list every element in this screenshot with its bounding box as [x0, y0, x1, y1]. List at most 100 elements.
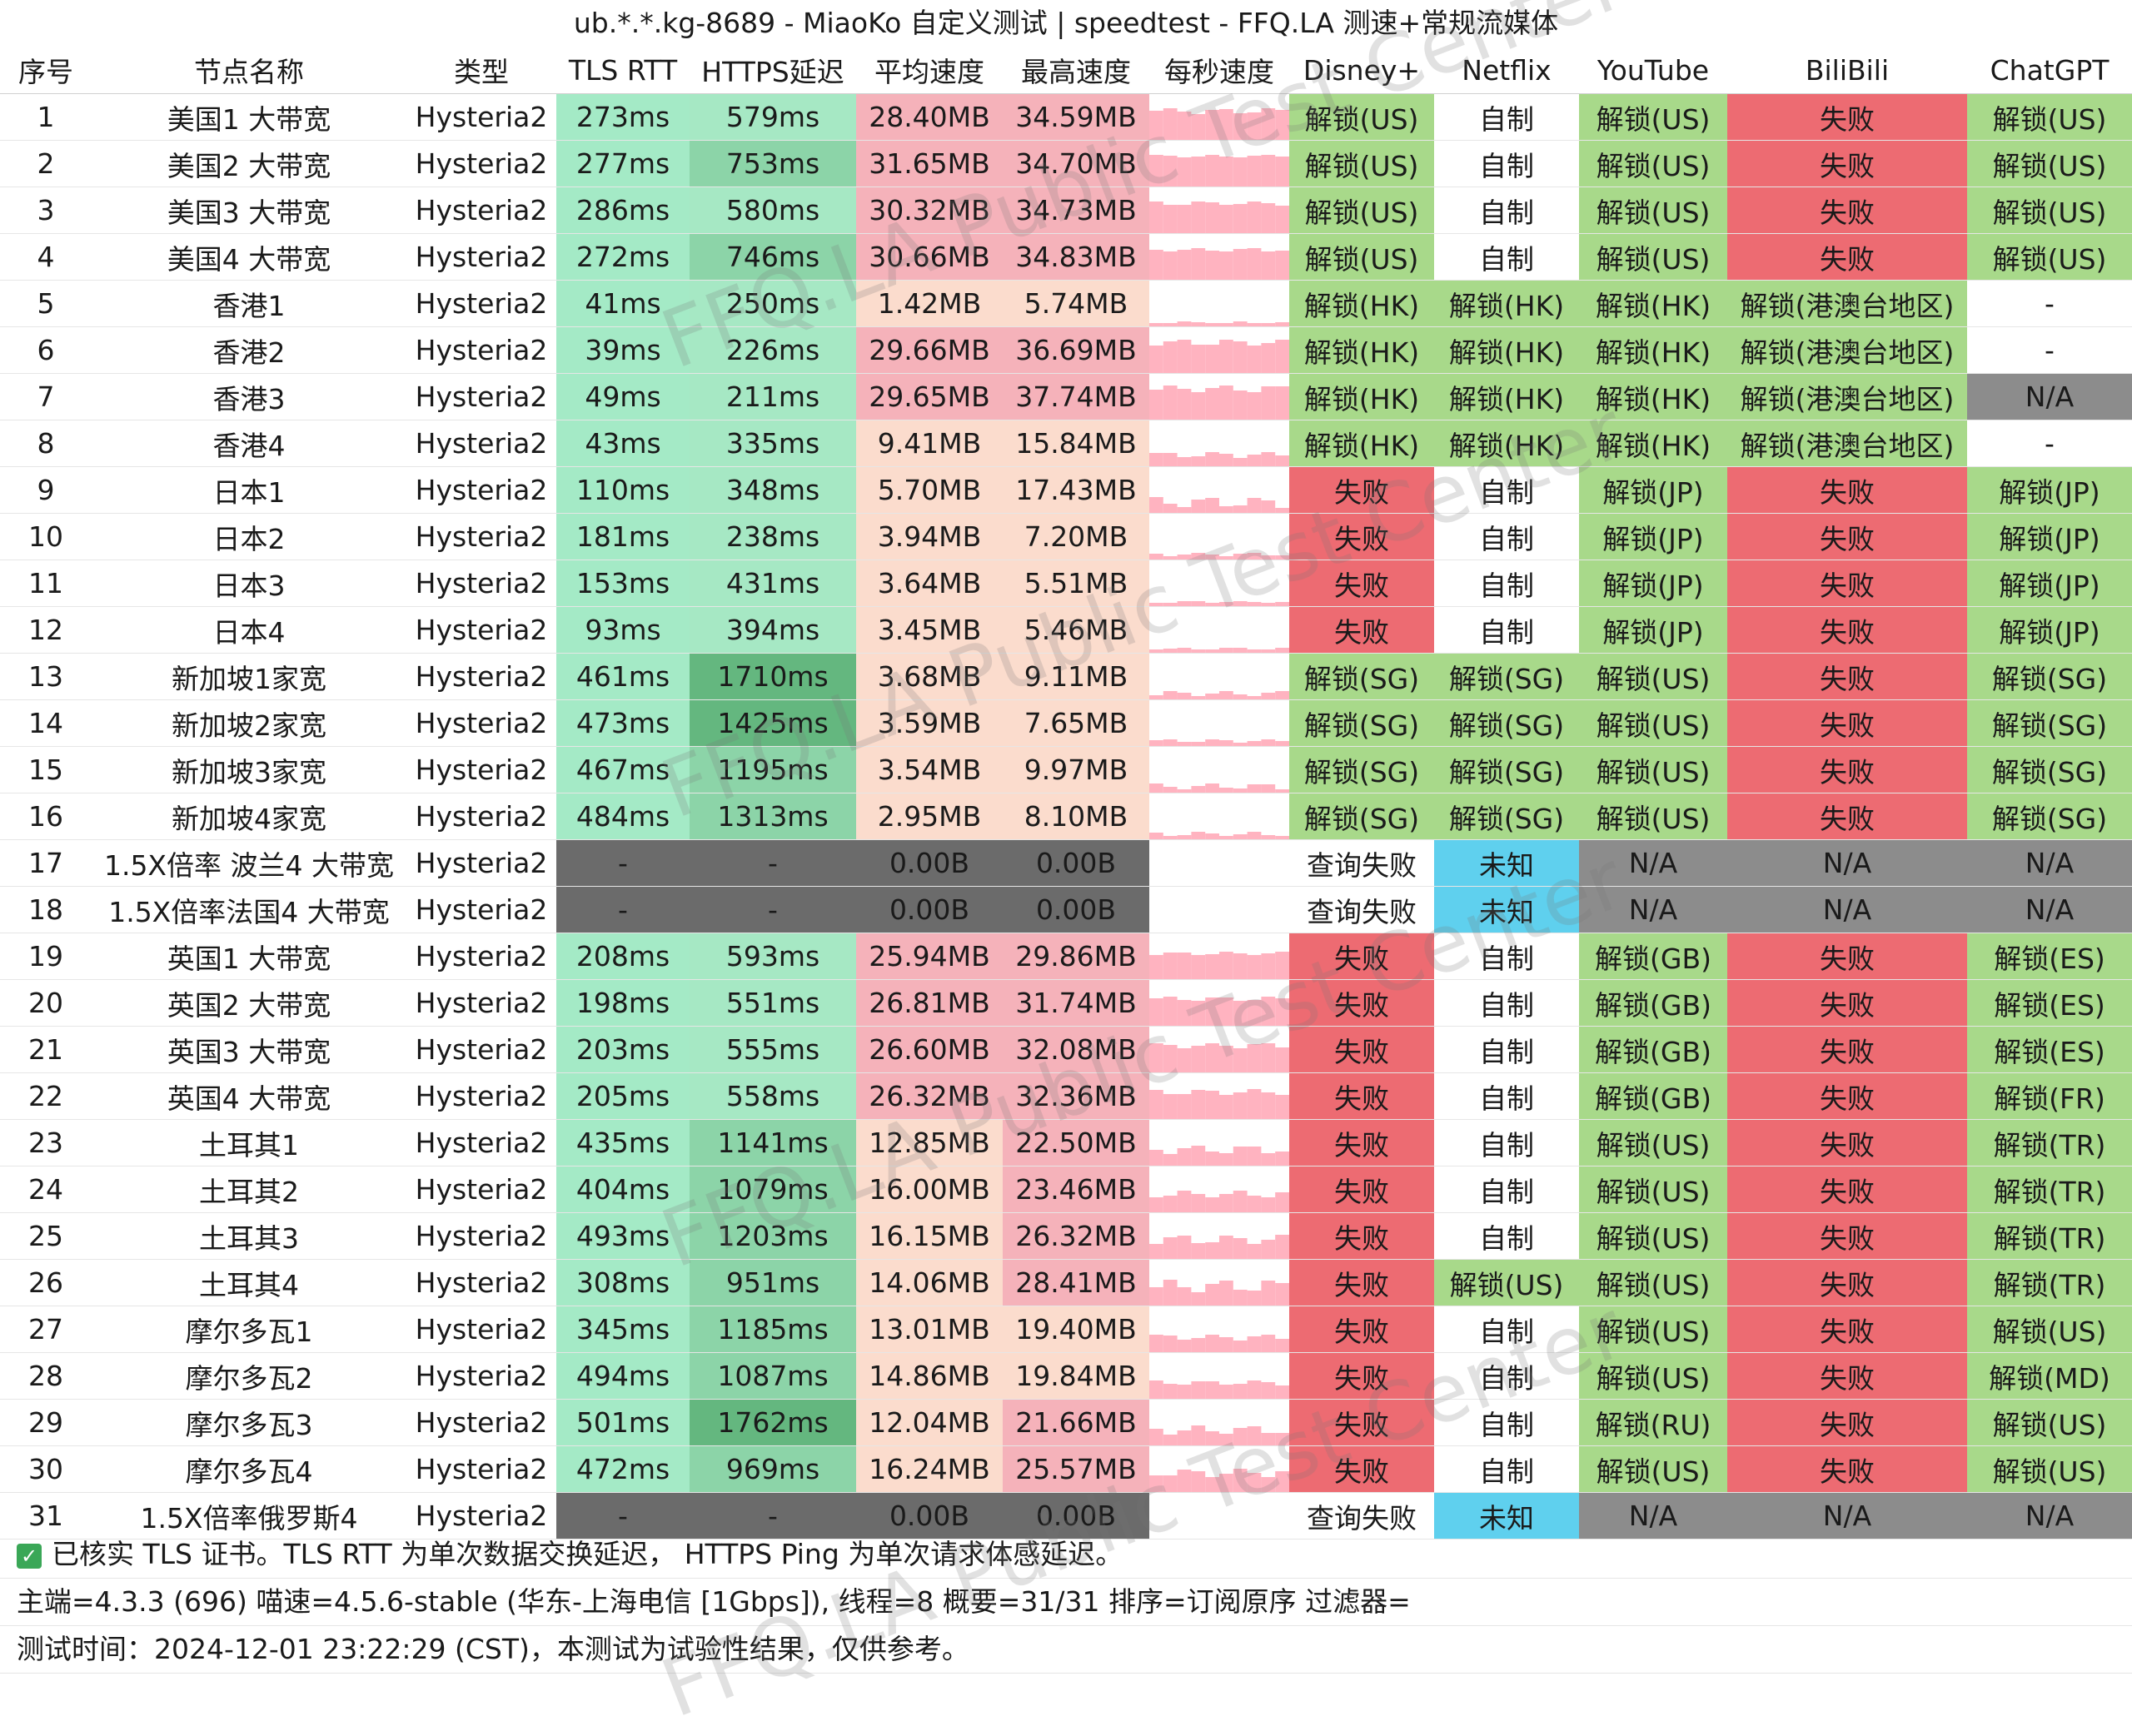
bilibili-status: 失败 — [1727, 979, 1967, 1027]
disney-status: 失败 — [1289, 513, 1434, 560]
avg-speed: 3.45MB — [856, 606, 1003, 654]
sparkline-bar — [1233, 1341, 1248, 1352]
table-row: 24 土耳其2 Hysteria2 404ms 1079ms 16.00MB 23.46MB… — [0, 1166, 2132, 1213]
sparkline-bar — [1163, 603, 1178, 606]
speed-sparkline-chart — [1149, 340, 1289, 373]
sparkline-bar — [1191, 649, 1206, 653]
sparkline-bar — [1149, 155, 1163, 187]
table-row: 19 英国1 大带宽 Hysteria2 208ms 593ms 25.94MB 29.86… — [0, 933, 2132, 980]
table-row: 15 新加坡3家宽 Hysteria2 467ms 1195ms 3.54MB 9.97MB… — [0, 746, 2132, 793]
sparkline-bar — [1247, 1089, 1262, 1119]
node-name: 美国2 大带宽 — [92, 140, 406, 187]
sparkline-bar — [1149, 1244, 1163, 1259]
column-header-node-name: 节点名称 — [92, 47, 406, 94]
max-speed: 34.83MB — [1003, 233, 1149, 281]
row-index: 9 — [0, 466, 92, 514]
sparkline-bar — [1163, 1237, 1178, 1259]
node-name: 土耳其4 — [92, 1259, 406, 1306]
sparkline-bar — [1163, 1475, 1178, 1492]
speed-sparkline — [1149, 233, 1289, 281]
https-latency: 335ms — [690, 420, 856, 467]
avg-speed: 30.32MB — [856, 187, 1003, 234]
https-latency: 746ms — [690, 233, 856, 281]
row-index: 10 — [0, 513, 92, 560]
max-speed: 5.46MB — [1003, 606, 1149, 654]
sparkline-bar — [1205, 649, 1219, 653]
netflix-status: 自制 — [1434, 93, 1579, 141]
max-speed: 19.84MB — [1003, 1352, 1149, 1400]
table-row: 1 美国1 大带宽 Hysteria2 273ms 579ms 28.40MB 34.59M… — [0, 93, 2132, 141]
chatgpt-status: 解锁(JP) — [1967, 466, 2132, 514]
sparkline-bar — [1233, 743, 1248, 746]
sparkline-bar — [1191, 832, 1206, 839]
column-header-disney: Disney+ — [1289, 47, 1434, 94]
netflix-status: 自制 — [1434, 1306, 1579, 1353]
sparkline-bar — [1149, 554, 1163, 560]
speed-sparkline — [1149, 653, 1289, 700]
column-header-per-second-speed: 每秒速度 — [1149, 47, 1289, 94]
sparkline-bar — [1163, 997, 1178, 1026]
bilibili-status: 失败 — [1727, 1119, 1967, 1166]
sparkline-bar — [1261, 203, 1276, 233]
https-latency: 1185ms — [690, 1306, 856, 1353]
netflix-status: 解锁(HK) — [1434, 280, 1579, 327]
disney-status: 解锁(HK) — [1289, 326, 1434, 374]
bilibili-status: 失败 — [1727, 746, 1967, 793]
sparkline-bar — [1205, 1477, 1219, 1492]
column-header-youtube: YouTube — [1579, 47, 1727, 94]
sparkline-bar — [1205, 694, 1219, 699]
youtube-status: 解锁(US) — [1579, 93, 1727, 141]
disney-status: 失败 — [1289, 1119, 1434, 1166]
disney-status: 失败 — [1289, 1026, 1434, 1073]
speed-sparkline-chart — [1149, 783, 1289, 793]
speed-sparkline — [1149, 979, 1289, 1027]
node-name: 土耳其3 — [92, 1212, 406, 1260]
sparkline-bar — [1247, 784, 1262, 793]
sparkline-bar — [1219, 1095, 1233, 1119]
sparkline-bar — [1233, 1384, 1248, 1399]
node-name: 摩尔多瓦2 — [92, 1352, 406, 1400]
footer-note-text: 已核实 TLS 证书。TLS RTT 为单次数据交换延迟， HTTPS Ping… — [52, 1538, 1123, 1570]
sparkline-bar — [1149, 998, 1163, 1026]
sparkline-bar — [1233, 648, 1248, 653]
avg-speed: 30.66MB — [856, 233, 1003, 281]
speed-sparkline — [1149, 746, 1289, 793]
sparkline-bar — [1177, 1094, 1192, 1119]
netflix-status: 自制 — [1434, 140, 1579, 187]
avg-speed: 3.68MB — [856, 653, 1003, 700]
node-type: Hysteria2 — [406, 326, 556, 374]
sparkline-bar — [1261, 1092, 1276, 1119]
https-latency: 211ms — [690, 373, 856, 420]
sparkline-bar — [1163, 453, 1178, 466]
sparkline-bar — [1233, 249, 1248, 280]
node-name: 土耳其2 — [92, 1166, 406, 1213]
bilibili-status: 失败 — [1727, 933, 1967, 980]
sparkline-bar — [1233, 788, 1248, 793]
node-type: Hysteria2 — [406, 653, 556, 700]
youtube-status: 解锁(US) — [1579, 187, 1727, 234]
row-index: 4 — [0, 233, 92, 281]
sparkline-bar — [1149, 1150, 1163, 1166]
sparkline-bar — [1247, 649, 1262, 653]
disney-status: 解锁(HK) — [1289, 420, 1434, 467]
sparkline-bar — [1275, 1385, 1289, 1399]
tls-rtt: 41ms — [556, 280, 690, 327]
bilibili-status: 失败 — [1727, 1352, 1967, 1400]
tls-rtt: 93ms — [556, 606, 690, 654]
youtube-status: 解锁(US) — [1579, 653, 1727, 700]
avg-speed: 3.94MB — [856, 513, 1003, 560]
max-speed: 7.65MB — [1003, 699, 1149, 747]
sparkline-bar — [1261, 1335, 1276, 1352]
sparkline-bar — [1219, 1236, 1233, 1259]
sparkline-bar — [1205, 345, 1219, 373]
row-index: 14 — [0, 699, 92, 747]
bilibili-status: 解锁(港澳台地区) — [1727, 420, 1967, 467]
max-speed: 5.74MB — [1003, 280, 1149, 327]
bilibili-status: 失败 — [1727, 1445, 1967, 1493]
disney-status: 失败 — [1289, 1212, 1434, 1260]
sparkline-bar — [1191, 345, 1206, 373]
chatgpt-status: N/A — [1967, 373, 2132, 420]
node-type: Hysteria2 — [406, 420, 556, 467]
disney-status: 查询失败 — [1289, 886, 1434, 933]
sparkline-bar — [1219, 1337, 1233, 1352]
